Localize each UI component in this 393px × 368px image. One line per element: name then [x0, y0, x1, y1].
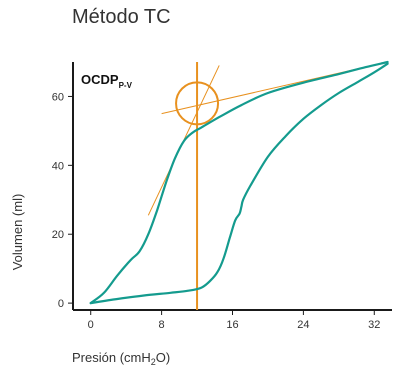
x-axis-title: Presión (cmH2O)	[72, 350, 170, 367]
x-tick-label: 32	[368, 319, 380, 331]
annotation-label: OCDPP-V	[81, 72, 133, 90]
x-axis-title-sub: 2	[151, 357, 156, 367]
x-tick-label: 24	[297, 319, 309, 331]
y-tick-label: 20	[52, 229, 64, 241]
lower-pv-curve	[89, 62, 389, 305]
x-tick-label: 8	[159, 319, 165, 331]
annotation-sub: P-V	[119, 81, 133, 90]
x-axis-title-tail: O)	[156, 350, 170, 365]
x-tick-label: 16	[226, 319, 238, 331]
upper-pv-curve	[89, 60, 389, 305]
y-axis-title: Volumen (ml)	[10, 194, 25, 271]
y-tick-label: 60	[52, 91, 64, 103]
y-tick-label: 0	[58, 298, 64, 310]
chart-title: Método TC	[72, 6, 171, 28]
intersection-circle	[175, 81, 220, 126]
pv-curves	[89, 60, 389, 305]
x-axis-title-main: Presión (cmH	[72, 350, 151, 365]
y-tick-label: 40	[52, 160, 64, 172]
x-tick-label: 0	[88, 319, 94, 331]
ticks: 0 8 16 24 32 0 20 40 60	[52, 91, 381, 331]
reference-lines	[147, 61, 388, 310]
annotation-main: OCDP	[81, 72, 119, 87]
